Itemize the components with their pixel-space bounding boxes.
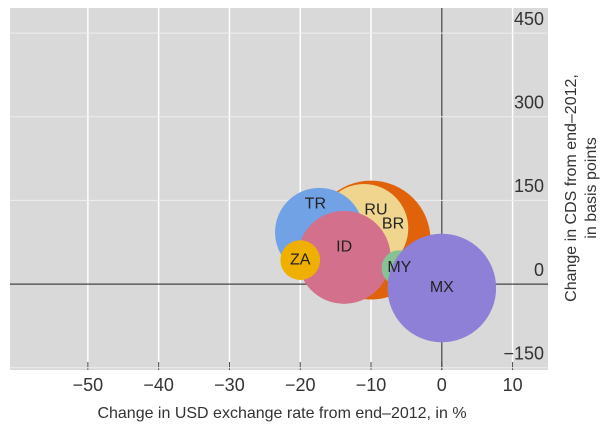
bubble-label: MX: [430, 279, 454, 296]
bubble-label: ID: [336, 239, 352, 256]
y-tick-label: 450: [514, 9, 544, 29]
y-axis-title: Change in CDS from end–2012,: [563, 74, 580, 302]
y-tick-label: 150: [514, 176, 544, 196]
x-tick-label: 10: [503, 375, 523, 395]
bubble-label: BR: [382, 215, 404, 232]
y-axis-title: in basis points: [583, 137, 600, 238]
x-tick-label: −10: [356, 375, 387, 395]
x-tick-label: −20: [285, 375, 316, 395]
x-tick-label: 0: [437, 375, 447, 395]
bubble: [297, 210, 391, 304]
bubble: [280, 240, 321, 280]
y-tick-label: 300: [514, 93, 544, 113]
bubble-label: RU: [364, 202, 387, 219]
x-tick-label: −40: [143, 375, 174, 395]
bubble-label: TR: [305, 195, 326, 212]
y-tick-label: −150: [503, 344, 544, 364]
bubble: [387, 233, 497, 343]
bubble-label: ZA: [290, 251, 311, 268]
y-tick-label: 0: [534, 260, 544, 280]
x-tick-label: −30: [214, 375, 245, 395]
x-axis-title: Change in USD exchange rate from end–201…: [97, 405, 466, 422]
bubble-label: MY: [387, 259, 411, 276]
x-tick-label: −50: [73, 375, 104, 395]
